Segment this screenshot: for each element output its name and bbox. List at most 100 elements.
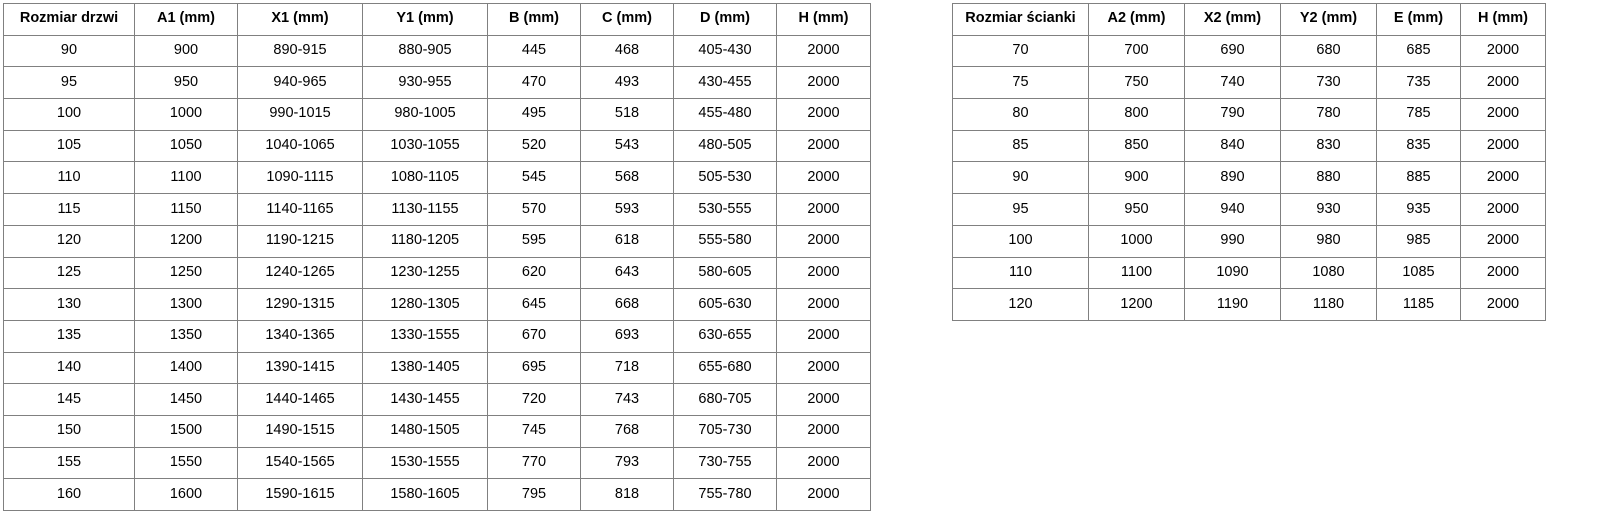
- wall-size-table: Rozmiar ścianki A2 (mm) X2 (mm) Y2 (mm) E (m…: [952, 3, 1546, 321]
- table-cell: 1040-1065: [237, 129, 363, 163]
- table-cell: 1000: [1088, 224, 1185, 258]
- table-cell: 1600: [134, 478, 238, 511]
- table-cell: 620: [487, 256, 581, 290]
- table-cell: 405-430: [673, 34, 777, 68]
- table-cell: 85: [952, 129, 1089, 163]
- table-cell: 2000: [776, 383, 871, 416]
- table-cell: 580-605: [673, 256, 777, 290]
- table-cell: 1350: [134, 319, 238, 353]
- table-cell: 985: [1376, 224, 1461, 258]
- table-cell: 680-705: [673, 383, 777, 416]
- table-cell: 1450: [134, 383, 238, 416]
- table-cell: 935: [1376, 193, 1461, 226]
- table-cell: 745: [487, 414, 581, 448]
- table-cell: 1000: [134, 98, 238, 131]
- table-cell: 1090-1115: [237, 161, 363, 195]
- table-cell: 2000: [776, 161, 871, 195]
- table-cell: 2000: [1460, 224, 1546, 258]
- column-header: C (mm): [580, 3, 674, 36]
- column-header: Y1 (mm): [362, 3, 488, 36]
- table-cell: 795: [487, 478, 581, 511]
- table-cell: 2000: [776, 319, 871, 353]
- table-cell: 120: [3, 224, 135, 258]
- table-cell: 2000: [776, 98, 871, 131]
- table-cell: 835: [1376, 129, 1461, 163]
- table-cell: 900: [1088, 161, 1185, 195]
- table-cell: 468: [580, 34, 674, 68]
- table-row: 125 1250 1240-1265 1230-1255 620 643 580-605 20…: [3, 256, 871, 290]
- table-cell: 1250: [134, 256, 238, 290]
- table-cell: 1085: [1376, 256, 1461, 290]
- table-cell: 1185: [1376, 288, 1461, 321]
- table-cell: 1290-1315: [237, 288, 363, 321]
- table-cell: 145: [3, 383, 135, 416]
- table-cell: 1140-1165: [237, 193, 363, 226]
- table-cell: 730-755: [673, 446, 777, 480]
- table-cell: 2000: [776, 478, 871, 511]
- table-cell: 2000: [776, 288, 871, 321]
- table-row: 140 1400 1390-1415 1380-1405 695 718 655-680 20…: [3, 351, 871, 385]
- table-row: 145 1450 1440-1465 1430-1455 720 743 680-705 20…: [3, 383, 871, 416]
- column-header: H (mm): [1460, 3, 1546, 36]
- column-header: H (mm): [776, 3, 871, 36]
- table-cell: 1280-1305: [362, 288, 488, 321]
- table-cell: 430-455: [673, 66, 777, 100]
- table-cell: 1480-1505: [362, 414, 488, 448]
- table-cell: 140: [3, 351, 135, 385]
- table-cell: 1500: [134, 414, 238, 448]
- table-row: 95 950 940 930 935 2000: [952, 193, 1546, 226]
- table-cell: 480-505: [673, 129, 777, 163]
- table-cell: 455-480: [673, 98, 777, 131]
- table-cell: 645: [487, 288, 581, 321]
- table-row: 95 950 940-965 930-955 470 493 430-455 2000: [3, 66, 871, 100]
- table-cell: 445: [487, 34, 581, 68]
- table-cell: 493: [580, 66, 674, 100]
- table-cell: 880: [1280, 161, 1377, 195]
- column-header: D (mm): [673, 3, 777, 36]
- table-cell: 980: [1280, 224, 1377, 258]
- table-cell: 70: [952, 34, 1089, 68]
- table-cell: 800: [1088, 98, 1185, 131]
- table-cell: 930-955: [362, 66, 488, 100]
- table-cell: 1180: [1280, 288, 1377, 321]
- column-header: X2 (mm): [1184, 3, 1281, 36]
- table-row: 115 1150 1140-1165 1130-1155 570 593 530-555 20…: [3, 193, 871, 226]
- door-size-table-body: 90 900 890-915 880-905 445 468 405-430 2000 95 95…: [3, 34, 871, 511]
- table-cell: 1300: [134, 288, 238, 321]
- table-cell: 2000: [1460, 34, 1546, 68]
- table-cell: 743: [580, 383, 674, 416]
- table-row: 90 900 890-915 880-905 445 468 405-430 2000: [3, 34, 871, 68]
- table-cell: 505-530: [673, 161, 777, 195]
- table-cell: 1090: [1184, 256, 1281, 290]
- table-cell: 740: [1184, 66, 1281, 100]
- table-cell: 495: [487, 98, 581, 131]
- table-cell: 790: [1184, 98, 1281, 131]
- table-row: 80 800 790 780 785 2000: [952, 98, 1546, 131]
- table-cell: 730: [1280, 66, 1377, 100]
- table-cell: 1100: [134, 161, 238, 195]
- table-cell: 130: [3, 288, 135, 321]
- table-cell: 2000: [776, 224, 871, 258]
- table-cell: 105: [3, 129, 135, 163]
- table-cell: 75: [952, 66, 1089, 100]
- table-row: 75 750 740 730 735 2000: [952, 66, 1546, 100]
- table-cell: 1580-1605: [362, 478, 488, 511]
- table-row: 120 1200 1190 1180 1185 2000: [952, 288, 1546, 321]
- table-cell: 890-915: [237, 34, 363, 68]
- table-cell: 940-965: [237, 66, 363, 100]
- table-cell: 1200: [1088, 288, 1185, 321]
- column-header: A2 (mm): [1088, 3, 1185, 36]
- table-cell: 2000: [776, 256, 871, 290]
- table-cell: 990: [1184, 224, 1281, 258]
- table-cell: 545: [487, 161, 581, 195]
- column-header: E (mm): [1376, 3, 1461, 36]
- column-header: Rozmiar ścianki: [952, 3, 1089, 36]
- table-cell: 1550: [134, 446, 238, 480]
- table-cell: 750: [1088, 66, 1185, 100]
- table-cell: 90: [952, 161, 1089, 195]
- table-cell: 793: [580, 446, 674, 480]
- table-cell: 880-905: [362, 34, 488, 68]
- table-cell: 785: [1376, 98, 1461, 131]
- table-cell: 135: [3, 319, 135, 353]
- table-row: 110 1100 1090-1115 1080-1105 545 568 505-530 20…: [3, 161, 871, 195]
